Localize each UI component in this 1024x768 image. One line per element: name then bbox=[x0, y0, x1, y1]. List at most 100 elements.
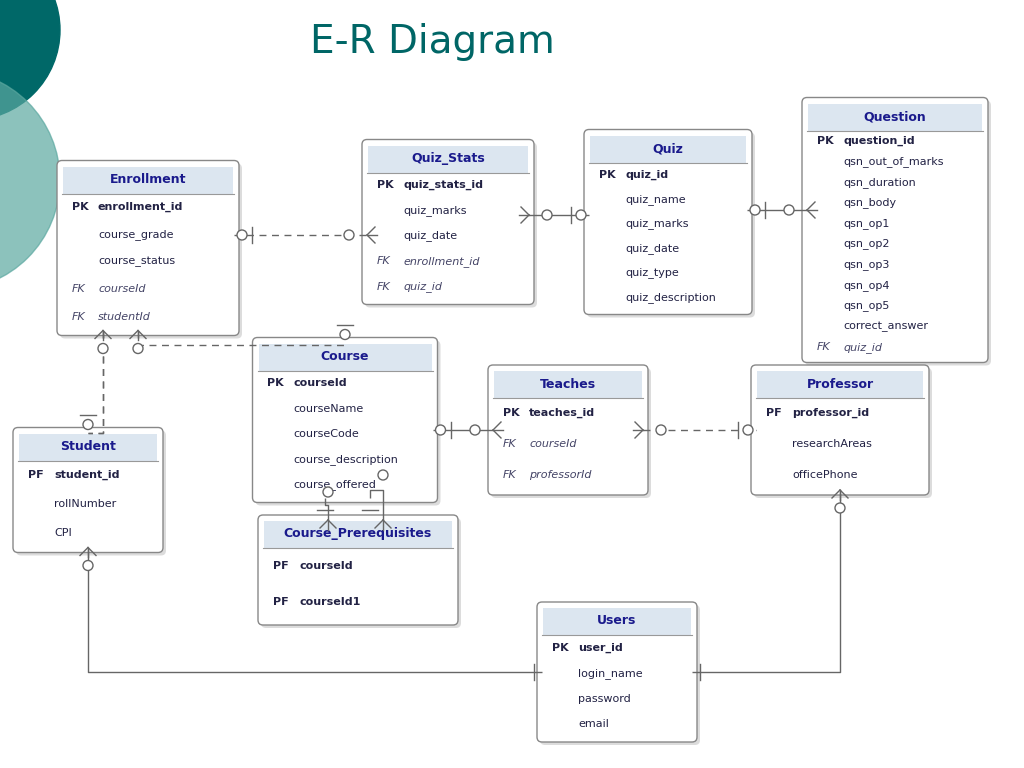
Bar bbox=[543, 608, 691, 635]
Circle shape bbox=[470, 425, 480, 435]
Text: professor_id: professor_id bbox=[792, 409, 869, 419]
Text: course_status: course_status bbox=[98, 257, 175, 267]
Text: login_name: login_name bbox=[578, 668, 643, 679]
FancyBboxPatch shape bbox=[751, 365, 929, 495]
Text: researchAreas: researchAreas bbox=[792, 439, 871, 449]
Text: PK: PK bbox=[377, 180, 393, 190]
Text: studentId: studentId bbox=[98, 312, 151, 322]
Text: qsn_out_of_marks: qsn_out_of_marks bbox=[843, 156, 943, 167]
Text: Student: Student bbox=[60, 440, 116, 453]
Text: courseName: courseName bbox=[294, 404, 364, 414]
FancyBboxPatch shape bbox=[261, 518, 461, 628]
FancyBboxPatch shape bbox=[490, 368, 651, 498]
FancyBboxPatch shape bbox=[802, 98, 988, 362]
Text: qsn_op3: qsn_op3 bbox=[843, 259, 890, 270]
Circle shape bbox=[98, 343, 108, 353]
Circle shape bbox=[344, 230, 354, 240]
Bar bbox=[494, 371, 642, 398]
FancyBboxPatch shape bbox=[362, 140, 534, 304]
Bar bbox=[757, 371, 923, 398]
Text: qsn_op5: qsn_op5 bbox=[843, 300, 890, 311]
Text: FK: FK bbox=[377, 282, 390, 292]
Text: PK: PK bbox=[267, 378, 284, 388]
Text: Question: Question bbox=[863, 110, 927, 123]
Bar bbox=[258, 343, 431, 370]
FancyBboxPatch shape bbox=[587, 133, 755, 317]
Circle shape bbox=[0, 0, 60, 120]
FancyBboxPatch shape bbox=[805, 101, 991, 366]
Circle shape bbox=[743, 425, 753, 435]
Text: courseId: courseId bbox=[294, 378, 347, 388]
Text: qsn_body: qsn_body bbox=[843, 197, 896, 208]
FancyBboxPatch shape bbox=[256, 340, 440, 505]
Text: quiz_stats_id: quiz_stats_id bbox=[403, 180, 483, 190]
Text: PF: PF bbox=[273, 561, 289, 571]
Text: Course_Prerequisites: Course_Prerequisites bbox=[284, 528, 432, 541]
Text: student_id: student_id bbox=[54, 470, 120, 480]
Text: rollNumber: rollNumber bbox=[54, 499, 117, 509]
Text: Quiz_Stats: Quiz_Stats bbox=[411, 152, 485, 165]
Text: quiz_description: quiz_description bbox=[625, 292, 716, 303]
Text: Course: Course bbox=[321, 350, 370, 363]
Bar bbox=[264, 521, 452, 548]
Circle shape bbox=[237, 230, 247, 240]
Text: PF: PF bbox=[766, 409, 781, 419]
Text: FK: FK bbox=[817, 343, 830, 353]
Circle shape bbox=[323, 487, 333, 497]
Text: course_offered: course_offered bbox=[294, 479, 377, 490]
Text: quiz_date: quiz_date bbox=[403, 230, 457, 241]
Text: Professor: Professor bbox=[807, 378, 873, 390]
Text: question_id: question_id bbox=[843, 136, 914, 146]
Circle shape bbox=[0, 70, 60, 290]
Circle shape bbox=[378, 470, 388, 480]
FancyBboxPatch shape bbox=[537, 602, 697, 742]
Text: FK: FK bbox=[377, 257, 390, 266]
Text: Teaches: Teaches bbox=[540, 378, 596, 390]
Text: quiz_type: quiz_type bbox=[625, 267, 679, 278]
Circle shape bbox=[784, 205, 794, 215]
Text: qsn_op1: qsn_op1 bbox=[843, 218, 890, 229]
Text: PK: PK bbox=[72, 202, 89, 212]
Text: PK: PK bbox=[599, 170, 615, 180]
Text: FK: FK bbox=[503, 439, 517, 449]
Circle shape bbox=[83, 561, 93, 571]
Text: enrollment_id: enrollment_id bbox=[98, 202, 183, 212]
Text: qsn_op2: qsn_op2 bbox=[843, 239, 890, 250]
FancyBboxPatch shape bbox=[488, 365, 648, 495]
Text: course_description: course_description bbox=[294, 454, 398, 465]
Text: correct_answer: correct_answer bbox=[843, 321, 928, 332]
Bar bbox=[19, 433, 157, 461]
FancyBboxPatch shape bbox=[258, 515, 458, 625]
Text: quiz_date: quiz_date bbox=[625, 243, 679, 253]
Text: enrollment_id: enrollment_id bbox=[403, 256, 479, 266]
Text: FK: FK bbox=[72, 312, 86, 322]
Text: teaches_id: teaches_id bbox=[529, 409, 595, 419]
Text: PK: PK bbox=[552, 643, 568, 653]
FancyBboxPatch shape bbox=[253, 337, 437, 502]
FancyBboxPatch shape bbox=[584, 130, 752, 315]
Circle shape bbox=[656, 425, 666, 435]
Text: quiz_id: quiz_id bbox=[843, 342, 882, 353]
FancyBboxPatch shape bbox=[13, 428, 163, 552]
Text: officePhone: officePhone bbox=[792, 470, 857, 480]
Circle shape bbox=[575, 210, 586, 220]
FancyBboxPatch shape bbox=[16, 431, 166, 555]
Bar bbox=[808, 104, 982, 131]
Circle shape bbox=[435, 425, 445, 435]
Text: quiz_marks: quiz_marks bbox=[625, 218, 688, 229]
FancyBboxPatch shape bbox=[365, 143, 537, 307]
Text: email: email bbox=[578, 720, 609, 730]
Text: quiz_marks: quiz_marks bbox=[403, 205, 467, 216]
Text: courseId: courseId bbox=[299, 561, 352, 571]
Circle shape bbox=[750, 205, 760, 215]
Text: PK: PK bbox=[817, 136, 834, 146]
Text: qsn_duration: qsn_duration bbox=[843, 177, 915, 187]
FancyBboxPatch shape bbox=[60, 164, 242, 339]
Text: FK: FK bbox=[72, 284, 86, 294]
FancyBboxPatch shape bbox=[540, 605, 700, 745]
Circle shape bbox=[133, 343, 143, 353]
Bar bbox=[63, 167, 233, 194]
Text: Enrollment: Enrollment bbox=[110, 173, 186, 186]
Text: PF: PF bbox=[273, 597, 289, 607]
Text: CPI: CPI bbox=[54, 528, 72, 538]
